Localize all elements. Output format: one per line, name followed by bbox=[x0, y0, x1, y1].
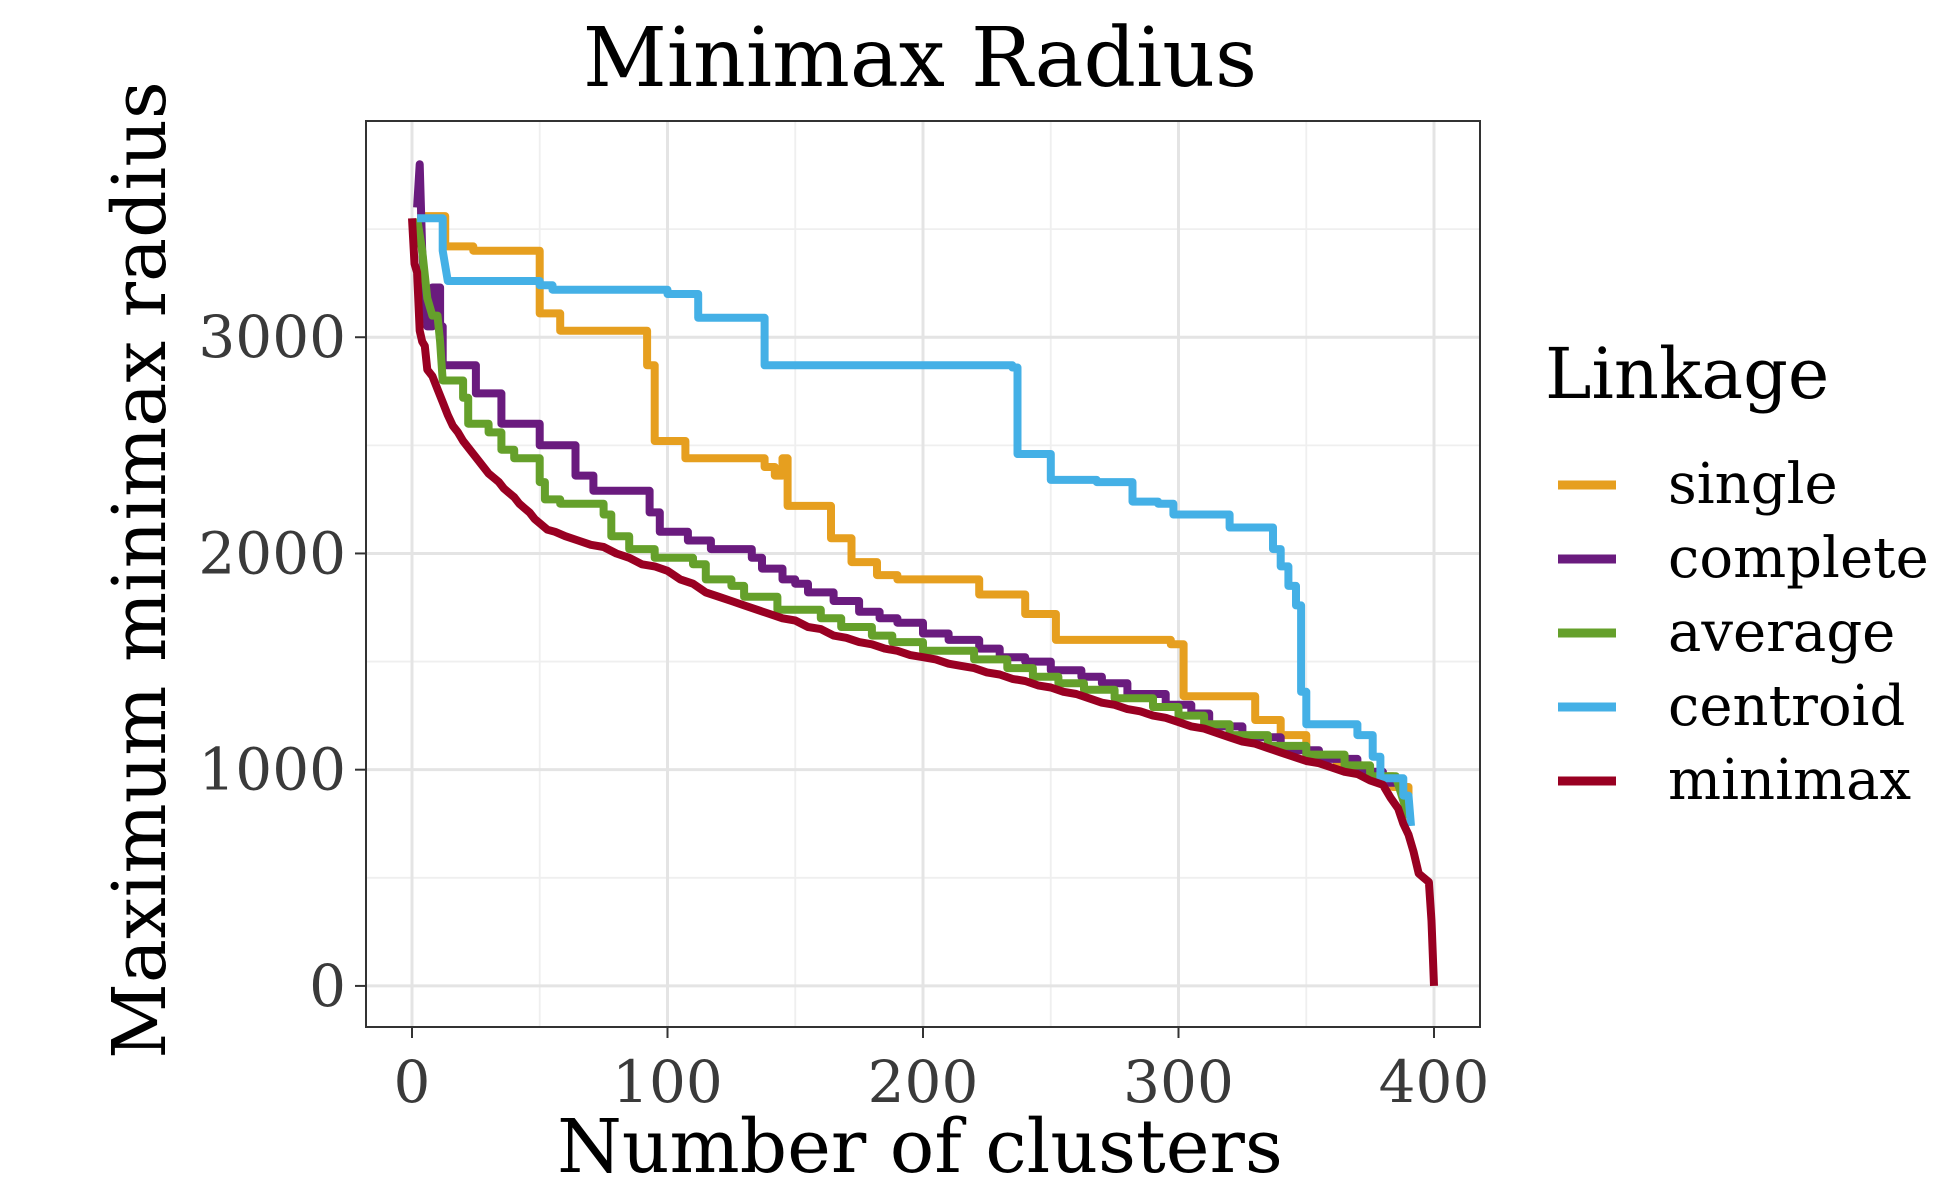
chart-title: Minimax Radius bbox=[583, 11, 1257, 106]
x-tick-label: 200 bbox=[868, 1048, 979, 1116]
series-line-average bbox=[413, 217, 1413, 819]
series-line-minimax bbox=[408, 218, 1438, 987]
legend: Linkage single complete average centroid min… bbox=[1545, 333, 1929, 813]
y-tick-label: 1000 bbox=[198, 736, 346, 804]
legend-label-average: average bbox=[1668, 600, 1895, 665]
series-line-single bbox=[417, 212, 1413, 822]
x-tick-label: 400 bbox=[1379, 1048, 1490, 1116]
x-axis: 0 100 200 300 400 bbox=[394, 1027, 1490, 1116]
y-tick-label: 0 bbox=[309, 952, 346, 1020]
x-tick-label: 100 bbox=[612, 1048, 723, 1116]
legend-items: single complete average centroid minimax bbox=[1558, 452, 1929, 813]
y-axis: 0 1000 2000 3000 bbox=[198, 303, 366, 1020]
legend-label-complete: complete bbox=[1668, 526, 1929, 591]
y-axis-title: Maximum minimax radius bbox=[97, 81, 183, 1059]
y-tick-label: 2000 bbox=[198, 519, 346, 587]
series-lines bbox=[408, 160, 1438, 987]
legend-label-centroid: centroid bbox=[1668, 674, 1905, 739]
series-line-centroid bbox=[417, 214, 1415, 827]
x-tick-label: 0 bbox=[394, 1048, 431, 1116]
y-tick-label: 3000 bbox=[198, 303, 346, 371]
x-tick-label: 300 bbox=[1123, 1048, 1234, 1116]
legend-label-minimax: minimax bbox=[1668, 748, 1911, 813]
legend-label-single: single bbox=[1668, 452, 1838, 517]
x-axis-title: Number of clusters bbox=[557, 1104, 1283, 1190]
plot-area bbox=[365, 120, 1481, 1028]
legend-title: Linkage bbox=[1545, 333, 1829, 415]
